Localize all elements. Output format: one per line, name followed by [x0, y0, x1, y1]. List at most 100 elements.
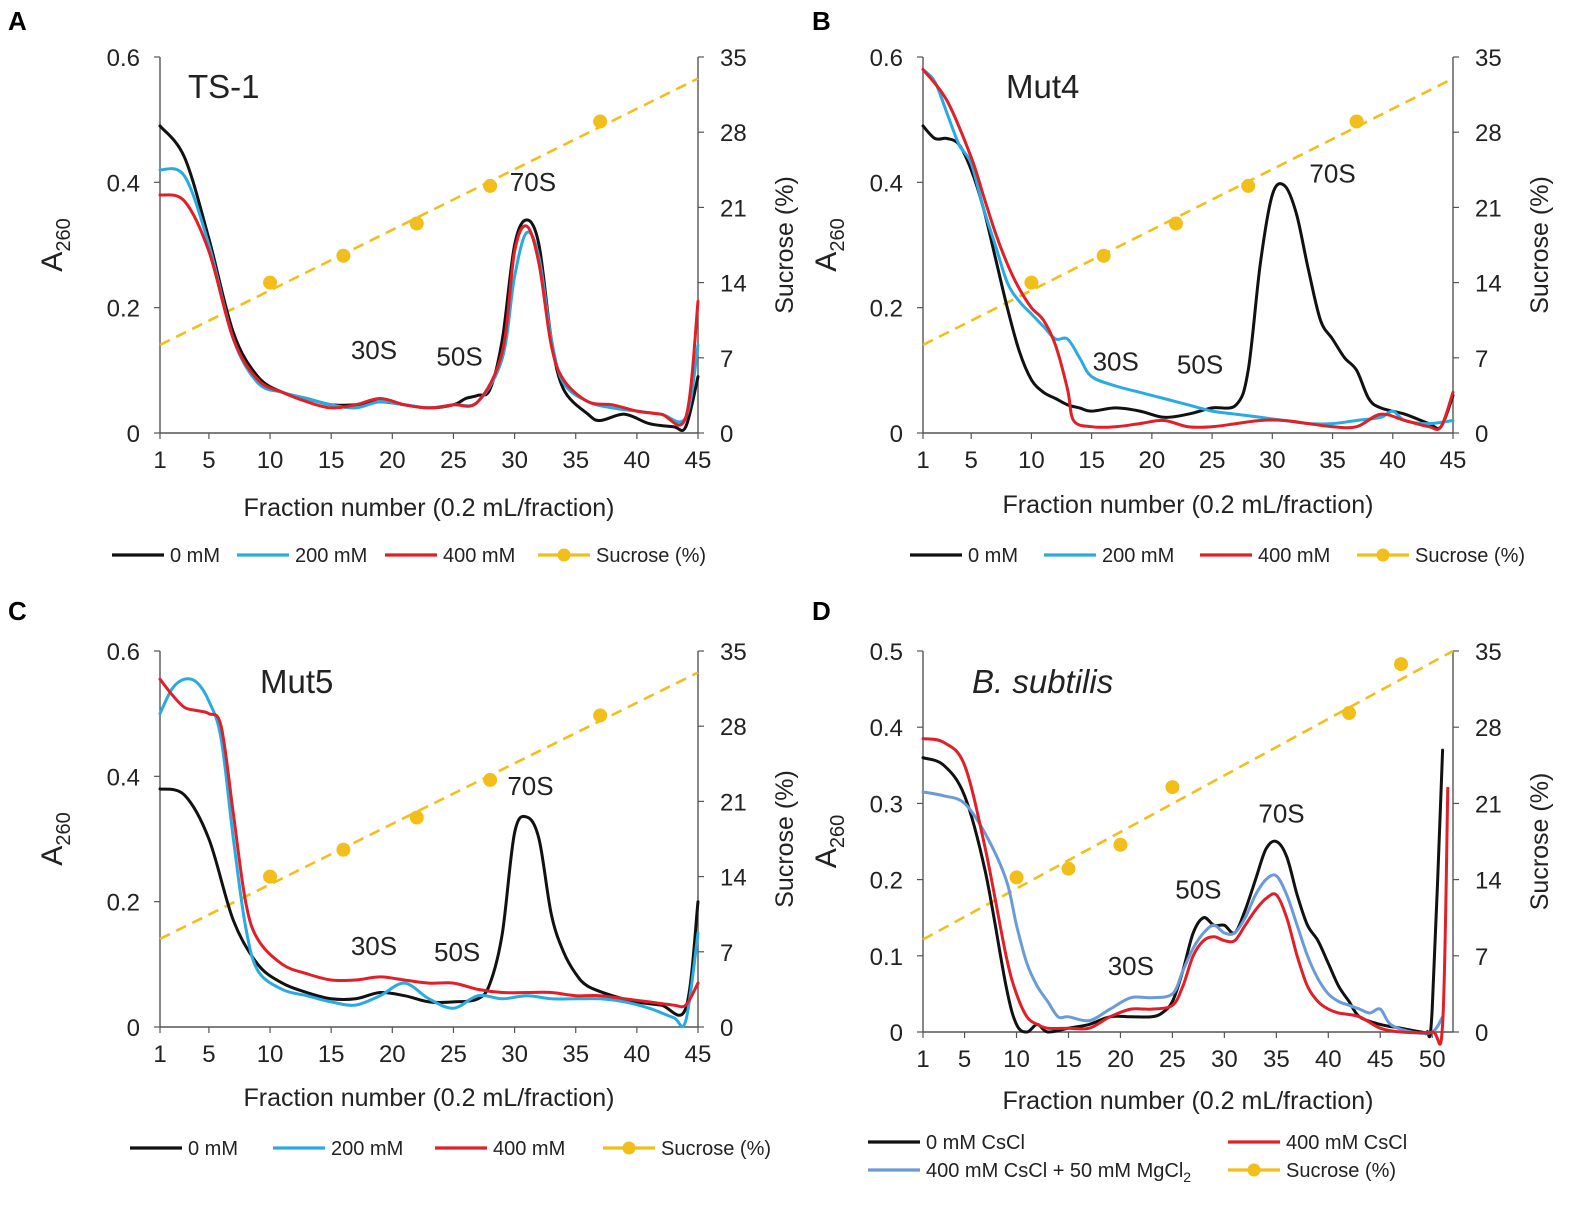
x-tick-label: 25: [1159, 1046, 1186, 1073]
legend-label: Sucrose (%): [596, 545, 706, 567]
peak-label: 30S: [1093, 346, 1139, 376]
legend-entry: 200 mM: [273, 1138, 403, 1160]
y2-tick-label: 28: [1475, 120, 1502, 147]
y2-tick-label: 7: [1475, 944, 1488, 971]
x-tick-label: 30: [501, 1041, 528, 1068]
x-tick-label: 15: [318, 447, 345, 474]
series-line-1: [158, 124, 700, 433]
legend: 0 mM 200 mM 400 mM Sucrose (%): [130, 1138, 771, 1160]
panel-label: B: [812, 6, 831, 36]
panel-d: D1 5 10 15 20 25 30 35 40 45 5000.10.20.30.40.5071…: [810, 596, 1554, 1185]
peak-label: 70S: [1309, 158, 1355, 188]
y-tick-label: 0.6: [870, 45, 903, 72]
x-tick-label: 5: [202, 447, 215, 474]
panel-label: C: [8, 596, 27, 626]
sucrose-point: [1096, 248, 1111, 263]
series-line-2: [158, 167, 700, 424]
y2-tick-label: 28: [720, 714, 747, 741]
y-axis-title: A260: [36, 812, 75, 865]
x-tick-label: 1: [916, 1046, 929, 1073]
x-tick-label: 30: [1211, 1046, 1238, 1073]
sucrose-point: [1168, 216, 1183, 231]
legend-entry: Sucrose (%): [1357, 545, 1525, 567]
x-tick-label: 5: [965, 447, 978, 474]
x-tick-label: 40: [1315, 1046, 1342, 1073]
x-tick-label: 1: [153, 1041, 166, 1068]
y-tick-label: 0.4: [107, 170, 140, 197]
y-tick-label: 0: [127, 1015, 140, 1042]
sucrose-point: [593, 114, 608, 129]
legend-label: 0 mM: [188, 1138, 238, 1160]
chart-title: Mut4: [1006, 68, 1079, 105]
sucrose-point: [1241, 178, 1256, 193]
x-tick-label: 15: [1055, 1046, 1082, 1073]
y2-tick-label: 21: [720, 789, 747, 816]
x-tick-label: 40: [624, 447, 651, 474]
y2-tick-label: 0: [1475, 421, 1488, 448]
y2-tick-label: 21: [720, 195, 747, 222]
sucrose-point: [336, 248, 351, 263]
legend-entry: 200 mM: [1044, 545, 1174, 567]
legend-label: 200 mM: [331, 1138, 403, 1160]
x-tick-label: 10: [1003, 1046, 1030, 1073]
y2-tick-label: 14: [1475, 271, 1502, 298]
series-line-2: [921, 68, 1455, 426]
y-tick-label: 0.2: [870, 868, 903, 895]
y2-tick-label: 7: [1475, 346, 1488, 373]
sucrose-point: [1165, 780, 1180, 795]
x-tick-label: 25: [440, 447, 467, 474]
y2-tick-label: 0: [720, 421, 733, 448]
sucrose-line: [922, 77, 1454, 347]
legend-marker: [622, 1141, 636, 1155]
y2-tick-label: 14: [720, 865, 747, 892]
x-tick-label: 10: [257, 447, 284, 474]
y-tick-label: 0.4: [107, 764, 140, 791]
legend-entry: Sucrose (%): [603, 1138, 771, 1160]
y2-tick-label: 28: [1475, 715, 1502, 742]
peak-label: 30S: [1108, 951, 1154, 981]
y2-axis-title: Sucrose (%): [771, 770, 799, 908]
legend-entry: 200 mM: [237, 545, 367, 567]
legend-label: 400 mM CsCl: [1286, 1132, 1407, 1154]
sucrose-point: [409, 810, 424, 825]
y-tick-label: 0: [127, 421, 140, 448]
x-tick-label: 20: [1107, 1046, 1134, 1073]
sucrose-point: [409, 216, 424, 231]
x-axis-title: Fraction number (0.2 mL/fraction): [244, 1084, 615, 1112]
y2-tick-label: 0: [1475, 1020, 1488, 1047]
y2-tick-label: 7: [720, 940, 733, 967]
legend-label: 400 mM CsCl + 50 mM MgCl2: [926, 1160, 1191, 1185]
y-tick-label: 0: [890, 421, 903, 448]
y2-tick-label: 7: [720, 346, 733, 373]
legend-entry: 400 mM: [1200, 545, 1330, 567]
y2-tick-label: 35: [1475, 45, 1502, 72]
peak-label: 50S: [1177, 349, 1223, 379]
y2-tick-label: 14: [720, 271, 747, 298]
legend-entry: 0 mM: [130, 1138, 238, 1160]
x-tick-label: 45: [1440, 447, 1467, 474]
legend-label: 0 mM CsCl: [926, 1132, 1025, 1154]
y-tick-label: 0.4: [870, 715, 903, 742]
peak-label: 30S: [351, 931, 397, 961]
x-tick-label: 35: [562, 447, 589, 474]
legend-label: 0 mM: [170, 545, 220, 567]
y2-axis-title: Sucrose (%): [1526, 773, 1554, 911]
series-line-3: [921, 68, 1455, 432]
legend: 0 mM CsCl 400 mM CsCl + 50 mM MgCl2 400 mM…: [868, 1132, 1407, 1185]
y-tick-label: 0.6: [107, 639, 140, 666]
x-tick-label: 15: [318, 1041, 345, 1068]
legend-label: 400 mM: [1258, 545, 1330, 567]
x-tick-label: 20: [1139, 447, 1166, 474]
legend-label: 200 mM: [1102, 545, 1174, 567]
panel-label: A: [8, 6, 27, 36]
series-line-1: [921, 124, 1455, 430]
sucrose-point: [483, 178, 498, 193]
legend-marker: [1376, 548, 1390, 562]
x-axis-title: Fraction number (0.2 mL/fraction): [1003, 1087, 1374, 1115]
y-tick-label: 0.5: [870, 639, 903, 666]
peak-label: 70S: [510, 167, 556, 197]
series-line-3: [921, 737, 1450, 1046]
peak-label: 30S: [351, 335, 397, 365]
peak-label: 70S: [1258, 798, 1304, 828]
